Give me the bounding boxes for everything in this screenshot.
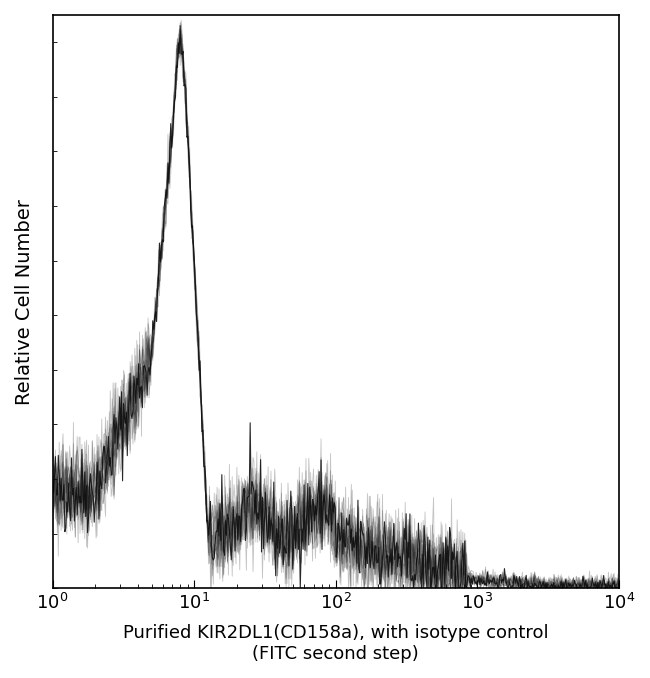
- Y-axis label: Relative Cell Number: Relative Cell Number: [15, 199, 34, 405]
- X-axis label: Purified KIR2DL1(CD158a), with isotype control
(FITC second step): Purified KIR2DL1(CD158a), with isotype c…: [123, 624, 549, 663]
